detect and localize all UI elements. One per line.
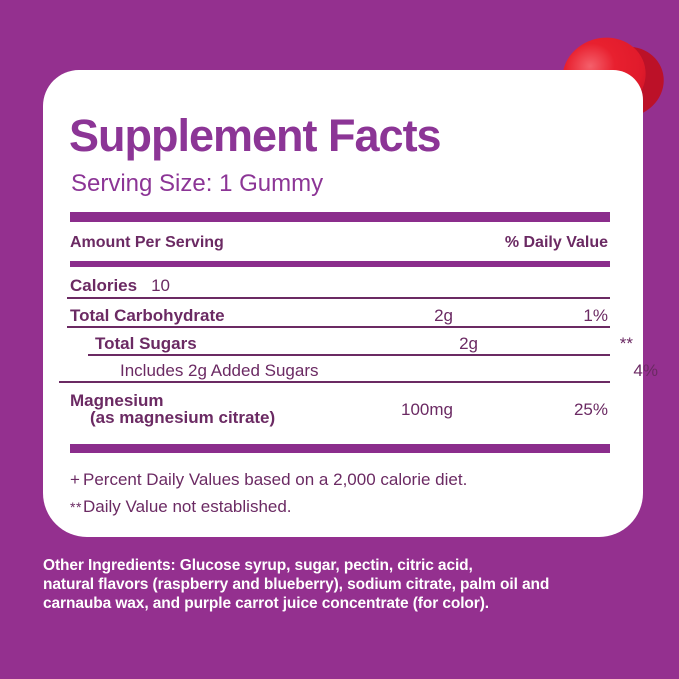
footnote-not-established: **Daily Value not established. — [70, 497, 292, 517]
footnote-text: Daily Value not established. — [83, 497, 292, 516]
row-divider-indented — [88, 354, 610, 356]
row-daily-value: 1% — [583, 306, 608, 325]
other-ingredients-text: Glucose syrup, sugar, pectin, citric aci… — [179, 557, 473, 574]
table-row-magnesium: Magnesium (as magnesium citrate) 100mg 2… — [70, 391, 610, 427]
row-divider — [59, 381, 610, 383]
table-row-total-carbohydrate: Total Carbohydrate 2g 1% — [70, 306, 610, 326]
table-header-row: Amount Per Serving % Daily Value — [70, 234, 610, 252]
table-row-added-sugars: Includes 2g Added Sugars 4% — [70, 361, 660, 381]
row-sublabel: (as magnesium citrate) — [90, 408, 276, 427]
serving-size-text: Serving Size: 1 Gummy — [71, 170, 324, 197]
row-inline-value: 10 — [151, 276, 171, 295]
other-ingredients-label: Other Ingredients: — [43, 557, 176, 574]
row-daily-value: ** — [619, 334, 633, 353]
table-divider-thick-bottom — [70, 444, 610, 453]
row-divider — [67, 326, 610, 328]
table-row-total-sugars: Total Sugars 2g ** — [70, 334, 635, 354]
row-divider — [67, 297, 610, 299]
row-daily-value: 4% — [633, 361, 658, 380]
other-ingredients-paragraph: Other Ingredients: Glucose syrup, sugar,… — [43, 556, 663, 613]
row-daily-value: 25% — [573, 400, 608, 419]
other-ingredients-line-2: natural flavors (raspberry and blueberry… — [43, 576, 550, 593]
other-ingredients-line-3: carnauba wax, and purple carrot juice co… — [43, 595, 489, 612]
table-divider-thick-top — [70, 212, 610, 222]
page-title: Supplement Facts — [69, 110, 442, 161]
row-amount: 100mg — [401, 400, 453, 419]
table-divider-under-header — [70, 261, 610, 267]
footnote-text: Percent Daily Values based on a 2,000 ca… — [83, 470, 468, 489]
footnote-daily-values: + Percent Daily Values based on a 2,000 c… — [70, 470, 467, 490]
other-ingredients-line-1: Other Ingredients: Glucose syrup, sugar,… — [43, 556, 663, 575]
daily-value-header: % Daily Value — [504, 234, 608, 251]
footnote-symbol: + — [70, 470, 80, 489]
supplement-facts-card: Supplement Facts Serving Size: 1 Gummy A… — [43, 70, 658, 537]
row-label: Magnesium — [70, 391, 164, 410]
row-label: Total Carbohydrate — [70, 306, 225, 325]
row-label: Calories — [70, 276, 138, 295]
row-label: Includes 2g Added Sugars — [120, 361, 319, 380]
row-amount: 2g — [459, 334, 478, 353]
row-label: Total Sugars — [95, 334, 197, 353]
footnote-symbol: ** — [70, 499, 82, 515]
row-amount: 2g — [434, 306, 453, 325]
table-row-calories: Calories 10 — [70, 276, 610, 296]
amount-per-serving-header: Amount Per Serving — [70, 234, 224, 251]
